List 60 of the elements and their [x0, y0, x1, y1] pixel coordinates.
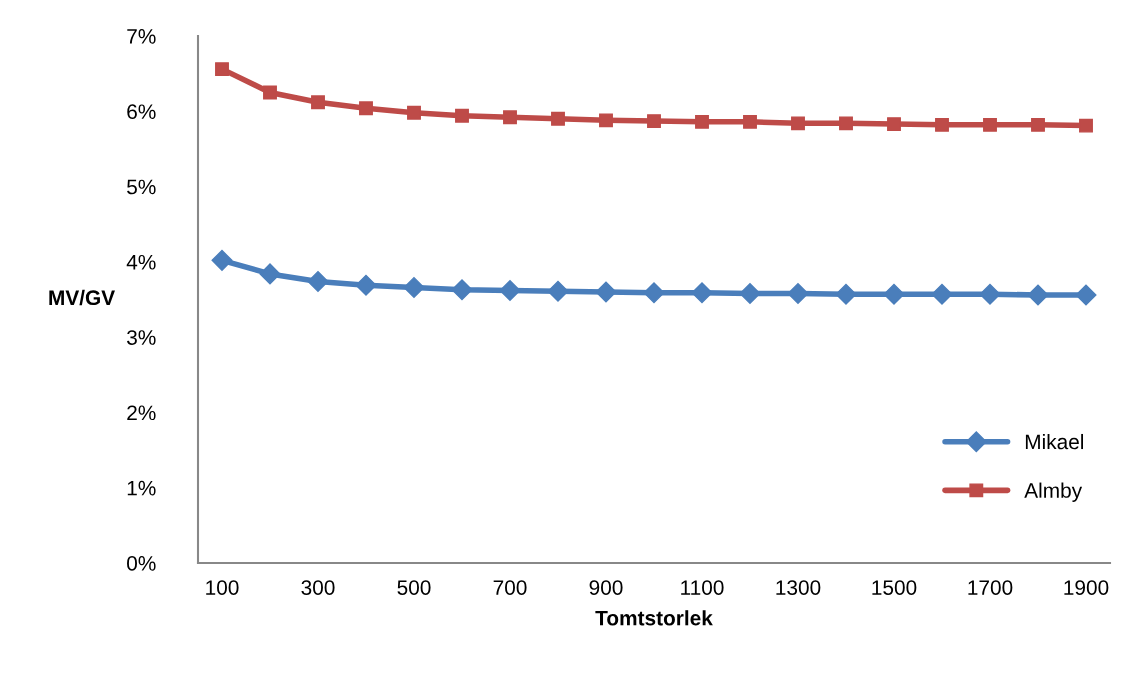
point	[883, 283, 905, 305]
point	[259, 263, 281, 285]
point	[935, 117, 949, 132]
point	[503, 110, 517, 125]
point	[551, 111, 565, 126]
point	[739, 282, 761, 304]
y-tick-label: 3%	[127, 330, 156, 345]
point	[547, 280, 569, 302]
point	[931, 283, 953, 305]
x-axis-title: Tomtstorlek	[595, 610, 713, 626]
point	[643, 282, 665, 304]
x-tick-label: 1300	[776, 580, 821, 595]
point	[355, 274, 377, 296]
point	[979, 283, 1001, 305]
point	[211, 249, 233, 271]
x-tick-label: 500	[397, 580, 431, 595]
point	[451, 279, 473, 301]
y-tick-label: 2%	[127, 405, 156, 421]
y-tick-label: 5%	[127, 179, 156, 195]
point	[1027, 284, 1049, 306]
point	[407, 105, 421, 120]
x-tick-label: 300	[301, 580, 335, 595]
point	[791, 116, 805, 131]
point	[1075, 284, 1097, 306]
y-tick-label: 4%	[126, 254, 156, 270]
x-tick-label: 1900	[1064, 580, 1109, 595]
point	[983, 117, 997, 132]
point	[359, 101, 373, 116]
legend-label: Mikael	[1025, 433, 1084, 450]
x-tick-label: 700	[493, 580, 527, 595]
point	[499, 279, 521, 301]
y-axis-title: MV/GV	[49, 289, 115, 306]
point	[1031, 117, 1045, 132]
point	[787, 282, 809, 304]
point	[695, 114, 709, 129]
x-tick-label: 100	[206, 580, 239, 595]
point	[743, 114, 757, 129]
x-tick-label: 1500	[872, 580, 917, 595]
point	[311, 95, 325, 110]
point	[835, 283, 857, 305]
point	[599, 113, 613, 128]
point	[455, 108, 469, 123]
point	[215, 62, 229, 77]
point	[595, 281, 617, 303]
y-tick-label: 0%	[127, 556, 156, 571]
point	[1079, 118, 1093, 133]
point	[839, 116, 853, 131]
point	[403, 276, 425, 298]
x-tick-label: 900	[589, 580, 623, 595]
legend-label: Almby	[1024, 482, 1083, 502]
point	[887, 117, 901, 132]
y-tick-label: 1%	[127, 480, 156, 496]
point	[647, 114, 661, 129]
point	[263, 85, 277, 100]
point	[307, 270, 329, 292]
y-tick-label: 7%	[127, 29, 156, 44]
y-tick-label: 6%	[127, 104, 156, 120]
x-tick-label: 1100	[681, 580, 724, 595]
point	[691, 282, 713, 304]
x-tick-label: 1700	[968, 580, 1013, 595]
